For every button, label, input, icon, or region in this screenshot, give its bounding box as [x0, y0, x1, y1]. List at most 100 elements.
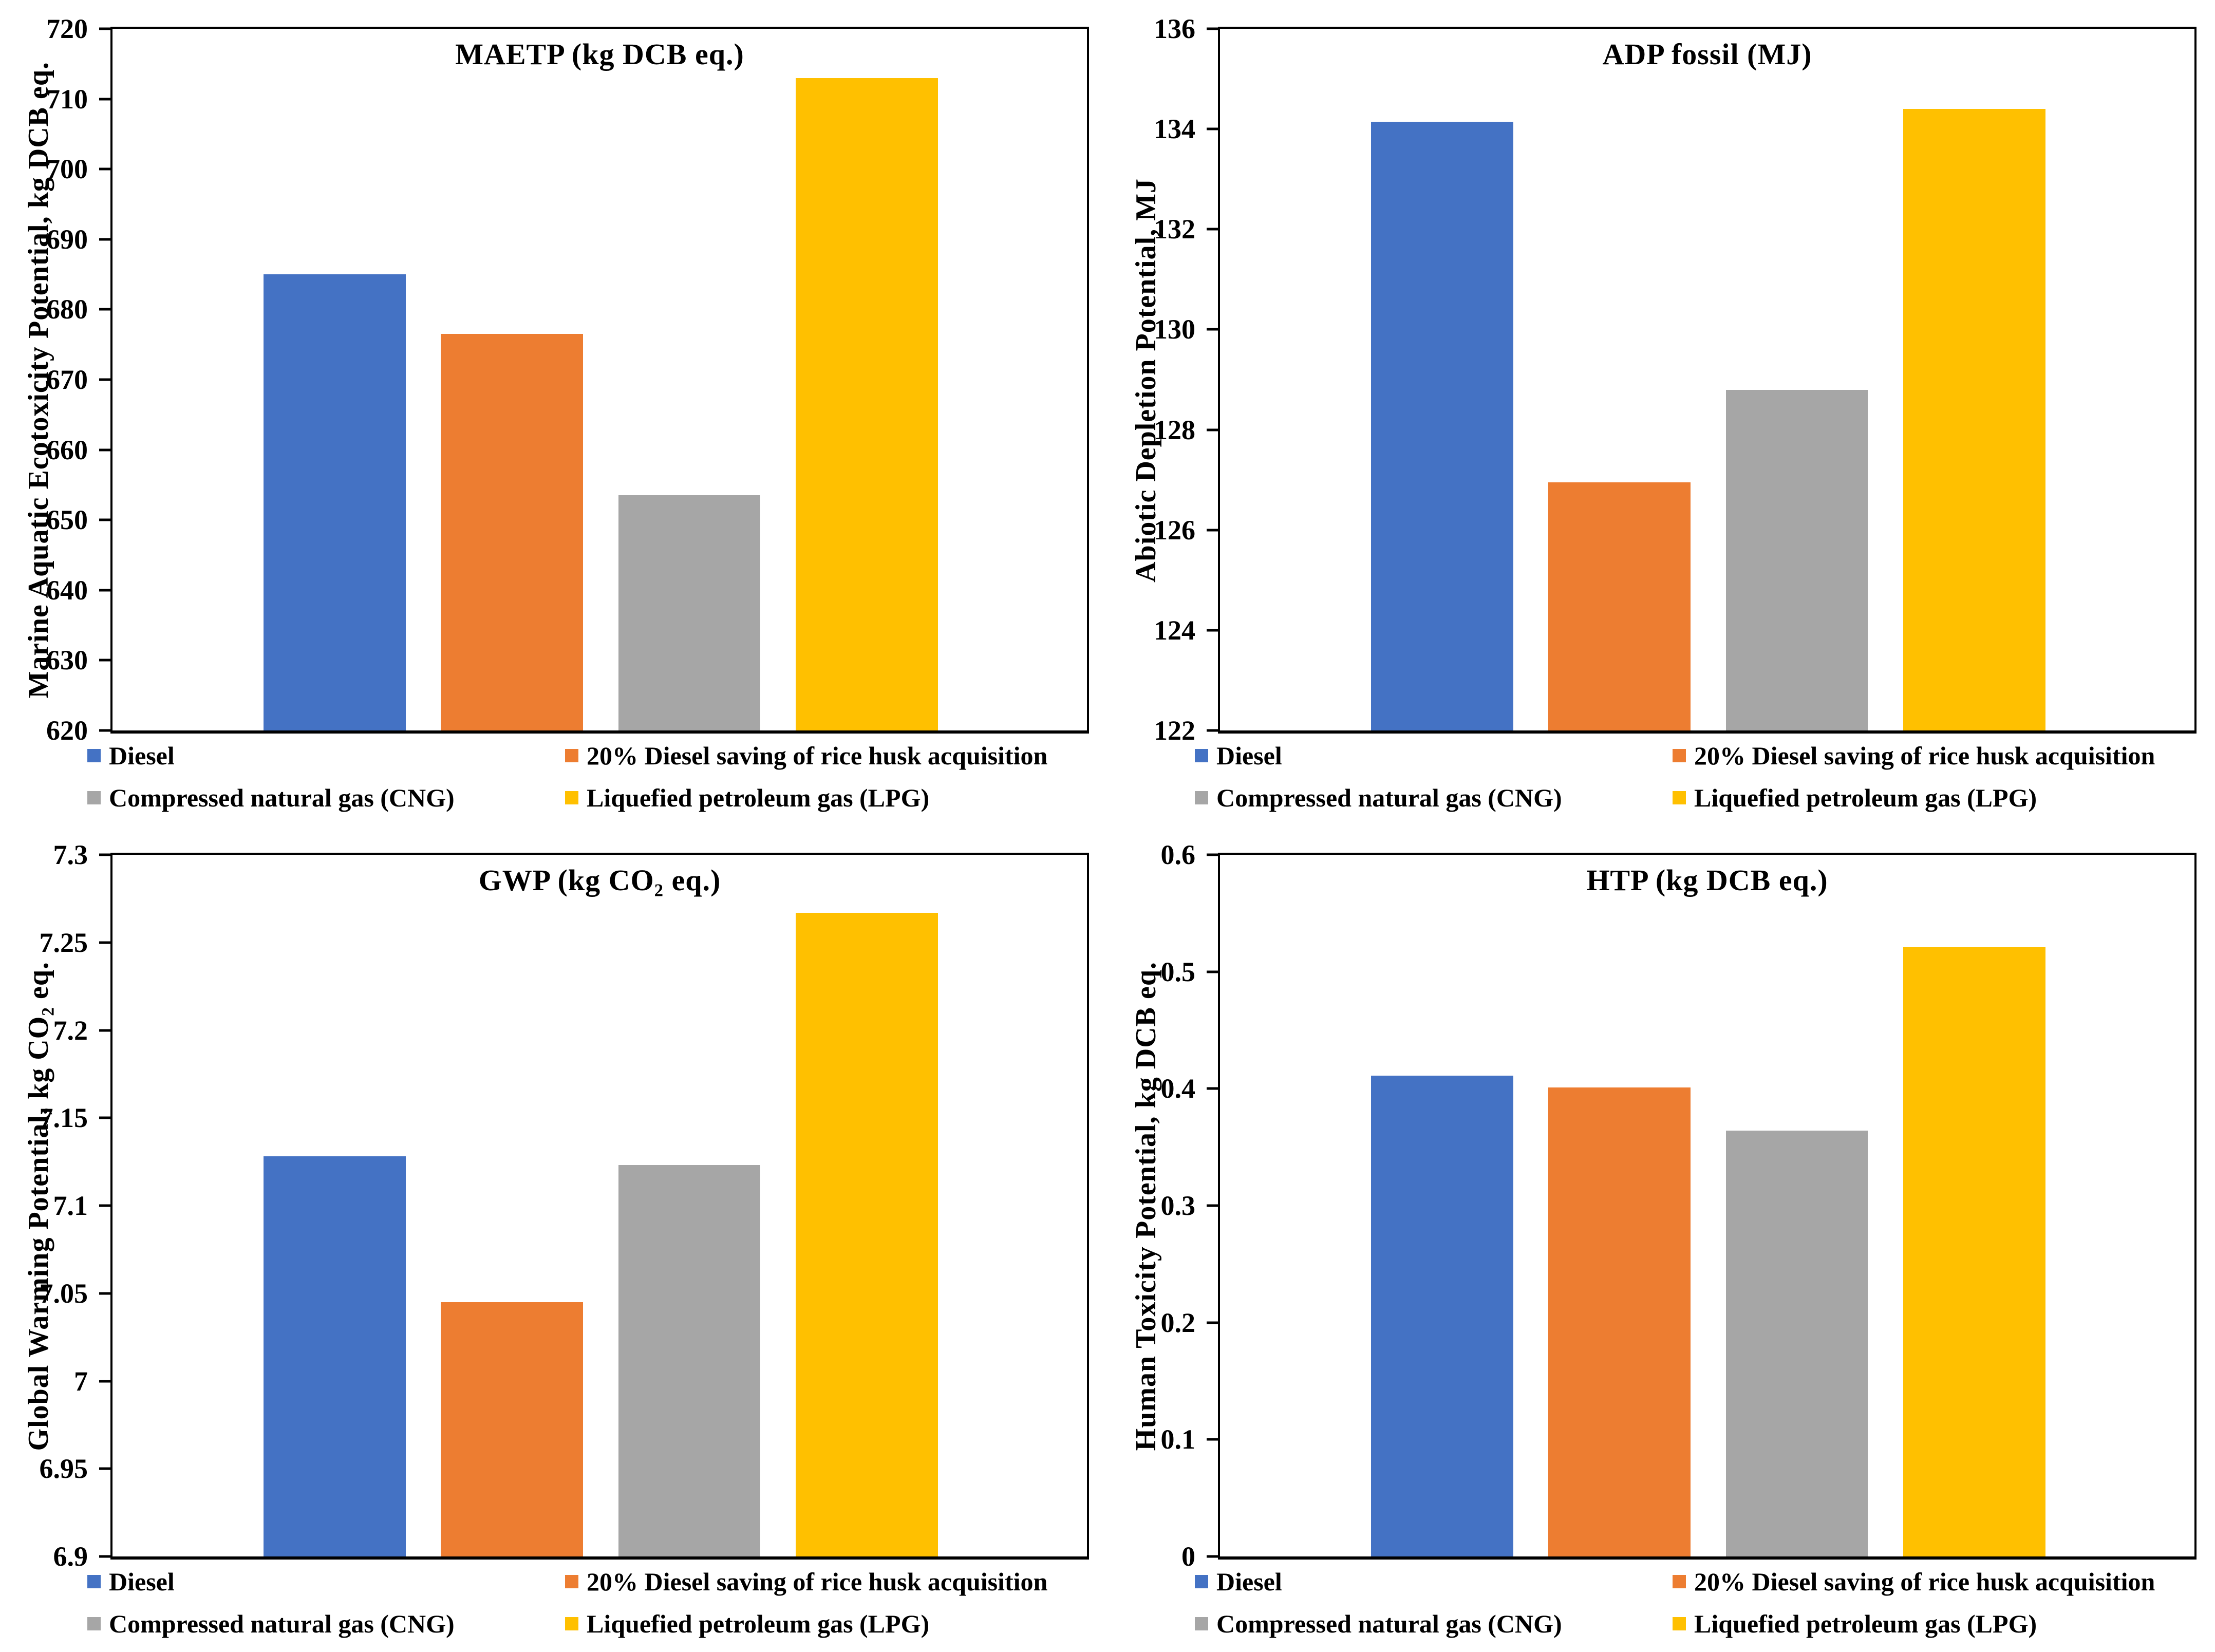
y-tick-mark	[99, 729, 111, 732]
y-tick-label: 700	[46, 154, 88, 185]
bars-container	[112, 855, 1087, 1556]
legend-item-cng: Compressed natural gas (CNG)	[87, 783, 565, 813]
y-tick-label: 7.1	[53, 1190, 88, 1221]
legend-item-diesel-saving: 20% Diesel saving of rice husk acquisiti…	[1673, 741, 2205, 771]
y-tick-label: 690	[46, 223, 88, 255]
y-tick-label: 0.1	[1160, 1424, 1196, 1455]
legend-item-diesel: Diesel	[87, 741, 565, 771]
bar-Liquefied petroleum gas (LPG)	[1903, 109, 2045, 730]
legend-swatch-cng	[87, 791, 101, 804]
legend-label: 20% Diesel saving of rice husk acquisiti…	[587, 1567, 1048, 1596]
y-tick-mark	[99, 27, 111, 30]
legend-item-lpg: Liquefied petroleum gas (LPG)	[1673, 783, 2205, 813]
y-tick-mark	[99, 941, 111, 944]
legend: Diesel 20% Diesel saving of rice husk ac…	[1195, 741, 2205, 813]
plot-area: HTP (kg DCB eq.) 0 0.1 0.2 0.3 0.4 0.5 0.6	[1161, 841, 2197, 1570]
y-tick-mark	[99, 1292, 111, 1295]
bar-Compressed natural gas (CNG)	[1725, 389, 1868, 730]
bar-20% Diesel saving of rice husk acquisition	[1548, 1087, 1691, 1556]
legend-label: Diesel	[1216, 1567, 1282, 1596]
y-tick-mark	[1207, 328, 1219, 331]
chart-panel-htp: Human Toxicity Potential, kg DCB eq. HTP…	[1107, 826, 2215, 1652]
legend-label: Compressed natural gas (CNG)	[1216, 783, 1562, 812]
bar-Compressed natural gas (CNG)	[618, 1165, 761, 1556]
y-tick-mark	[99, 1204, 111, 1207]
y-tick-label: 0.5	[1160, 956, 1196, 987]
y-tick-label: 660	[46, 434, 88, 465]
y-tick-mark	[1207, 1555, 1219, 1558]
legend-item-diesel: Diesel	[87, 1567, 565, 1597]
bars-container	[1220, 29, 2194, 730]
y-tick-mark	[99, 1116, 111, 1119]
y-tick-label: 134	[1154, 114, 1195, 145]
y-tick-mark	[99, 1380, 111, 1382]
legend-swatch-lpg	[565, 791, 578, 804]
y-tick-mark	[99, 1555, 111, 1558]
bars-container	[1220, 855, 2194, 1556]
legend-swatch-diesel-saving	[565, 1575, 578, 1588]
y-tick-label: 720	[46, 13, 88, 44]
y-tick-mark	[99, 1029, 111, 1031]
legend-item-diesel-saving: 20% Diesel saving of rice husk acquisiti…	[1673, 1567, 2205, 1597]
y-tick-mark	[1207, 970, 1219, 973]
y-tick-mark	[1207, 853, 1219, 856]
y-tick-mark	[1207, 729, 1219, 732]
legend-swatch-cng	[1195, 791, 1208, 804]
legend-label: Compressed natural gas (CNG)	[109, 783, 455, 812]
y-tick-mark	[99, 853, 111, 856]
y-tick-label: 6.95	[39, 1453, 88, 1485]
y-tick-mark	[1207, 629, 1219, 632]
legend-swatch-diesel	[1195, 749, 1208, 762]
y-tick-label: 128	[1154, 414, 1195, 445]
y-tick-mark	[1207, 1438, 1219, 1441]
legend-label: 20% Diesel saving of rice husk acquisiti…	[587, 741, 1048, 770]
y-tick-label: 710	[46, 83, 88, 115]
bar-Diesel	[1371, 121, 1513, 730]
y-tick-label: 7.2	[53, 1015, 88, 1046]
y-tick-label: 0.6	[1160, 839, 1196, 870]
y-tick-label: 0.4	[1160, 1073, 1196, 1104]
bar-Compressed natural gas (CNG)	[1725, 1131, 1868, 1556]
y-tick-mark	[1207, 1321, 1219, 1324]
y-tick-mark	[1207, 428, 1219, 431]
y-tick-mark	[99, 238, 111, 241]
legend-swatch-cng	[1195, 1617, 1208, 1630]
legend-label: Liquefied petroleum gas (LPG)	[1694, 1609, 2037, 1638]
bar-Diesel	[264, 1156, 406, 1556]
legend-item-lpg: Liquefied petroleum gas (LPG)	[565, 1609, 1097, 1639]
legend-label: Liquefied petroleum gas (LPG)	[1694, 783, 2037, 812]
bar-Diesel	[1371, 1076, 1513, 1556]
legend-item-diesel: Diesel	[1195, 741, 1673, 771]
y-tick-label: 130	[1154, 314, 1195, 345]
y-tick-label: 7	[74, 1365, 88, 1397]
y-tick-mark	[99, 448, 111, 452]
y-tick-mark	[99, 167, 111, 171]
y-tick-label: 630	[46, 645, 88, 676]
y-tick-mark	[1207, 228, 1219, 231]
legend-label: Compressed natural gas (CNG)	[1216, 1609, 1562, 1638]
y-tick-label: 670	[46, 364, 88, 395]
legend-swatch-diesel-saving	[1673, 1575, 1686, 1588]
plot-area: ADP fossil (MJ) 122 124 126 128 130 132 134 136	[1154, 15, 2197, 744]
bar-Liquefied petroleum gas (LPG)	[1903, 947, 2045, 1556]
legend-label: 20% Diesel saving of rice husk acquisiti…	[1694, 741, 2155, 770]
chart-title: GWP (kg CO₂ eq.)	[478, 863, 721, 897]
bar-Diesel	[264, 274, 406, 730]
y-tick-label: 7.05	[39, 1278, 88, 1309]
legend-swatch-lpg	[565, 1617, 578, 1630]
y-tick-label: 620	[46, 715, 88, 746]
legend-item-cng: Compressed natural gas (CNG)	[1195, 1609, 1673, 1639]
legend-label: Diesel	[109, 1567, 175, 1596]
y-tick-label: 0.2	[1160, 1307, 1196, 1338]
legend-label: Liquefied petroleum gas (LPG)	[587, 1609, 930, 1638]
legend-swatch-diesel-saving	[565, 749, 578, 762]
legend-swatch-lpg	[1673, 791, 1686, 804]
legend-item-diesel-saving: 20% Diesel saving of rice husk acquisiti…	[565, 1567, 1097, 1597]
y-tick-label: 7.3	[53, 839, 88, 870]
chart-title: HTP (kg DCB eq.)	[1586, 863, 1828, 897]
bar-Liquefied petroleum gas (LPG)	[795, 912, 938, 1556]
legend-swatch-diesel	[87, 1575, 101, 1588]
legend-item-diesel-saving: 20% Diesel saving of rice husk acquisiti…	[565, 741, 1097, 771]
chart-panel-maetp: Marine Aquatic Ecotoxicity Potential, kg…	[0, 0, 1107, 826]
